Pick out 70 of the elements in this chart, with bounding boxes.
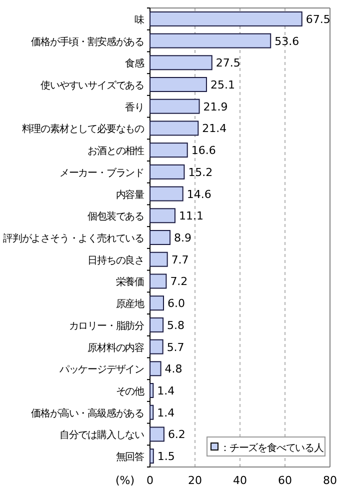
data-label: 16.6 xyxy=(191,144,216,158)
data-label: 25.1 xyxy=(210,78,235,92)
y-tick-label: カロリー・脂肪分 xyxy=(68,320,145,332)
data-label: 1.4 xyxy=(157,406,175,420)
y-tick-label: パッケージデザイン xyxy=(58,364,145,376)
bar xyxy=(150,98,200,114)
x-tick-label: 20 xyxy=(188,474,202,487)
data-label: 21.4 xyxy=(202,122,227,136)
legend-label: ：チーズを食べている人 xyxy=(220,442,324,454)
bar xyxy=(150,448,154,464)
data-label: 67.5 xyxy=(306,12,330,26)
data-label: 11.1 xyxy=(178,210,204,223)
bar xyxy=(150,186,184,202)
data-label: 5.7 xyxy=(166,340,184,354)
y-tick-label: 使いやすいサイズである xyxy=(40,80,144,92)
bar xyxy=(150,208,176,224)
y-tick-label: 香り xyxy=(125,101,144,114)
data-label: 8.9 xyxy=(174,232,192,244)
data-label: 1.5 xyxy=(157,450,175,464)
y-tick-label: 無回答 xyxy=(116,451,145,464)
bar xyxy=(150,339,164,354)
data-label: 5.8 xyxy=(167,318,185,332)
y-tick-label: 自分では購入しない xyxy=(59,429,145,442)
data-label: 14.6 xyxy=(186,188,212,201)
bar xyxy=(150,361,162,376)
y-tick-label: その他 xyxy=(116,386,145,398)
x-tick-label: 80 xyxy=(323,474,337,487)
y-tick-label: 価格が手頃・割安感がある xyxy=(31,36,144,48)
bar xyxy=(150,317,164,332)
y-tick-label: 味 xyxy=(134,14,145,26)
x-axis-title: (%) xyxy=(115,474,135,487)
y-tick-label: 食感 xyxy=(125,58,145,70)
y-tick-label: メーカー・ブランド xyxy=(59,166,144,179)
bar xyxy=(150,296,164,311)
data-label: 15.2 xyxy=(188,166,213,179)
bar xyxy=(150,252,168,267)
y-tick-label: 栄養価 xyxy=(116,276,145,288)
bar xyxy=(150,77,207,92)
data-label: 1.4 xyxy=(157,384,175,398)
bar xyxy=(150,33,272,48)
x-tick-label: 40 xyxy=(233,474,247,487)
bar xyxy=(150,55,212,70)
y-tick-label: 日持ちの良さ xyxy=(88,254,144,266)
y-tick-label: 評判がよさそう・よく売れている xyxy=(2,232,144,244)
bar xyxy=(150,120,199,136)
data-label: 27.5 xyxy=(216,56,240,70)
y-tick-label: 原材料の内容 xyxy=(88,342,145,354)
y-tick-label: お酒との相性 xyxy=(88,145,145,158)
bar xyxy=(150,383,154,398)
bar xyxy=(150,164,185,180)
y-tick-label: 価格が高い・高級感がある xyxy=(31,407,144,420)
x-tick-label: 60 xyxy=(278,474,292,487)
bar xyxy=(150,11,302,26)
data-label: 7.2 xyxy=(170,275,188,288)
data-label: 6.2 xyxy=(168,428,186,442)
bar xyxy=(150,426,164,442)
bar xyxy=(150,404,154,420)
data-label: 7.7 xyxy=(171,253,189,266)
y-tick-label: 原産地 xyxy=(116,298,145,310)
data-label: 21.9 xyxy=(203,100,228,114)
data-label: 53.6 xyxy=(274,34,300,48)
data-label: 4.8 xyxy=(164,362,182,376)
y-tick-label: 料理の素材として必要なもの xyxy=(22,123,145,136)
x-tick-label: 0 xyxy=(146,474,154,487)
bar xyxy=(150,230,171,245)
y-tick-label: 個包装である xyxy=(88,210,144,223)
bar xyxy=(150,142,188,158)
bar xyxy=(150,274,167,289)
y-tick-label: 内容量 xyxy=(116,188,145,201)
data-label: 6.0 xyxy=(168,297,185,310)
